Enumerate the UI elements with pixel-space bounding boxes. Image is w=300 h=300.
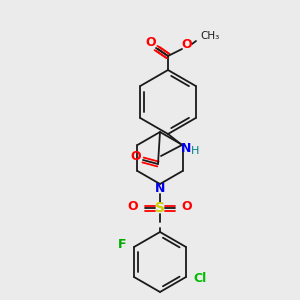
Text: Cl: Cl	[194, 272, 207, 286]
Text: F: F	[118, 238, 126, 251]
Text: N: N	[181, 142, 191, 154]
Text: O: O	[182, 38, 192, 52]
Text: O: O	[131, 149, 141, 163]
Text: CH₃: CH₃	[200, 31, 220, 41]
Text: N: N	[155, 182, 165, 196]
Text: O: O	[146, 37, 156, 50]
Text: O: O	[128, 200, 138, 214]
Text: O: O	[182, 200, 192, 214]
Text: S: S	[155, 201, 165, 215]
Text: H: H	[191, 146, 199, 156]
